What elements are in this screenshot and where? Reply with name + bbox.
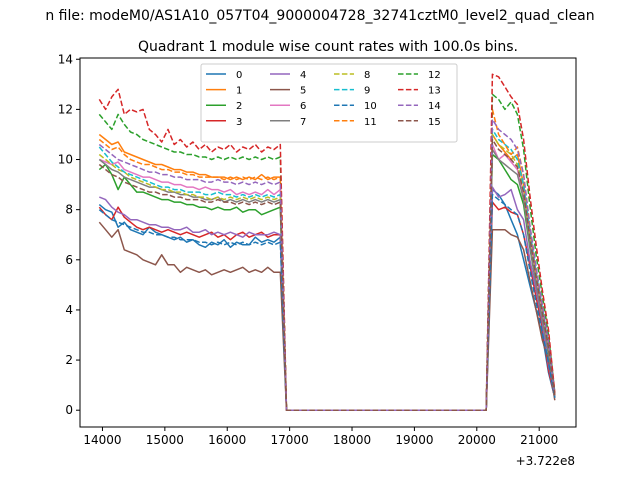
y-tick-label: 6 (65, 253, 73, 267)
series-line-13 (98, 73, 556, 411)
chart-title: Quadrant 1 module wise count rates with … (138, 39, 518, 55)
y-tick-label: 10 (58, 153, 73, 167)
x-offset-label: +3.722e8 (516, 454, 575, 468)
y-tick-label: 8 (65, 203, 73, 217)
legend-label-11: 11 (364, 117, 377, 128)
series-line-14 (98, 118, 556, 411)
series-line-9 (98, 128, 556, 411)
legend-label-4: 4 (300, 70, 306, 81)
y-tick-label: 4 (65, 303, 73, 317)
figure-suptitle: n file: modeM0/AS1A10_057T04_9000004728_… (45, 8, 594, 24)
x-axis: 14000 15000 16000 17000 18000 19000 20000 21000 (83, 427, 558, 447)
legend-label-0: 0 (236, 70, 242, 81)
series-line-15 (98, 138, 556, 411)
series-line-0 (98, 188, 556, 411)
plot-frame (79, 57, 577, 428)
series-line-4 (99, 186, 556, 411)
series-line-3 (98, 201, 556, 411)
x-tick-label: 17000 (271, 433, 309, 447)
series-line-12 (98, 93, 556, 411)
legend-label-13: 13 (428, 86, 441, 97)
x-tick-label: 19000 (395, 433, 433, 447)
y-axis: 0 2 4 6 8 10 12 14 (58, 52, 80, 417)
legend-label-15: 15 (428, 117, 441, 128)
series-layer (98, 73, 556, 411)
series-line-8 (98, 133, 556, 411)
legend-label-3: 3 (236, 117, 242, 128)
series-line-5 (98, 221, 556, 411)
legend-label-2: 2 (236, 101, 242, 112)
legend-label-9: 9 (364, 86, 370, 97)
legend-label-7: 7 (300, 117, 306, 128)
legend-label-5: 5 (300, 86, 306, 97)
x-tick-label: 14000 (83, 433, 121, 447)
y-tick-label: 2 (65, 353, 73, 367)
legend-frame (200, 63, 458, 143)
x-tick-label: 16000 (208, 433, 246, 447)
y-tick-label: 12 (58, 102, 73, 116)
x-tick-label: 15000 (146, 433, 184, 447)
legend-label-1: 1 (236, 86, 242, 97)
series-line-6 (99, 143, 556, 411)
y-tick-label: 14 (58, 52, 73, 66)
legend-label-12: 12 (428, 70, 441, 81)
y-tick-label: 0 (65, 403, 73, 417)
series-line-10 (98, 193, 556, 411)
series-line-2 (98, 153, 556, 411)
legend-label-6: 6 (300, 101, 306, 112)
x-tick-label: 21000 (520, 433, 558, 447)
legend-label-14: 14 (428, 101, 441, 112)
x-tick-label: 18000 (333, 433, 371, 447)
series-line-11 (98, 108, 556, 411)
x-tick-label: 20000 (458, 433, 496, 447)
legend-label-10: 10 (364, 101, 377, 112)
legend-label-8: 8 (364, 70, 370, 81)
series-line-7 (98, 148, 556, 411)
